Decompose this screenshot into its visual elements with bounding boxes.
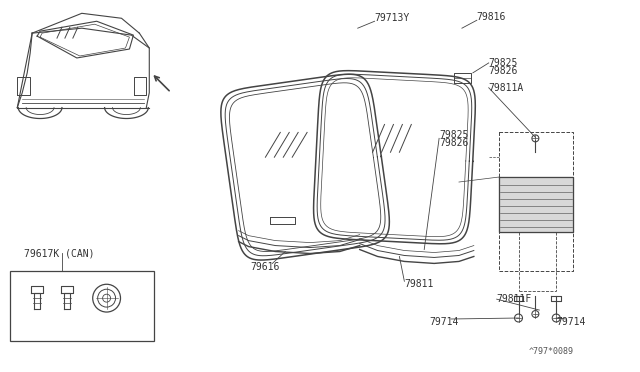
Text: 79714: 79714: [556, 317, 586, 327]
Text: 79714: 79714: [429, 317, 458, 327]
Text: 79825: 79825: [439, 130, 468, 140]
Text: 79811A: 79811A: [489, 83, 524, 93]
Polygon shape: [499, 177, 573, 232]
Text: 79825: 79825: [489, 58, 518, 68]
Text: 79826: 79826: [489, 66, 518, 76]
Text: 79826: 79826: [439, 138, 468, 148]
Text: 79617K (CAN): 79617K (CAN): [24, 248, 95, 259]
Bar: [10, 271, 154, 341]
Text: 79616: 79616: [250, 262, 280, 272]
Text: 79713Y: 79713Y: [374, 13, 410, 23]
Text: 79816: 79816: [477, 12, 506, 22]
Text: ^797*0089: ^797*0089: [529, 347, 573, 356]
Text: 79811F: 79811F: [497, 294, 532, 304]
Text: 79811: 79811: [404, 279, 434, 289]
